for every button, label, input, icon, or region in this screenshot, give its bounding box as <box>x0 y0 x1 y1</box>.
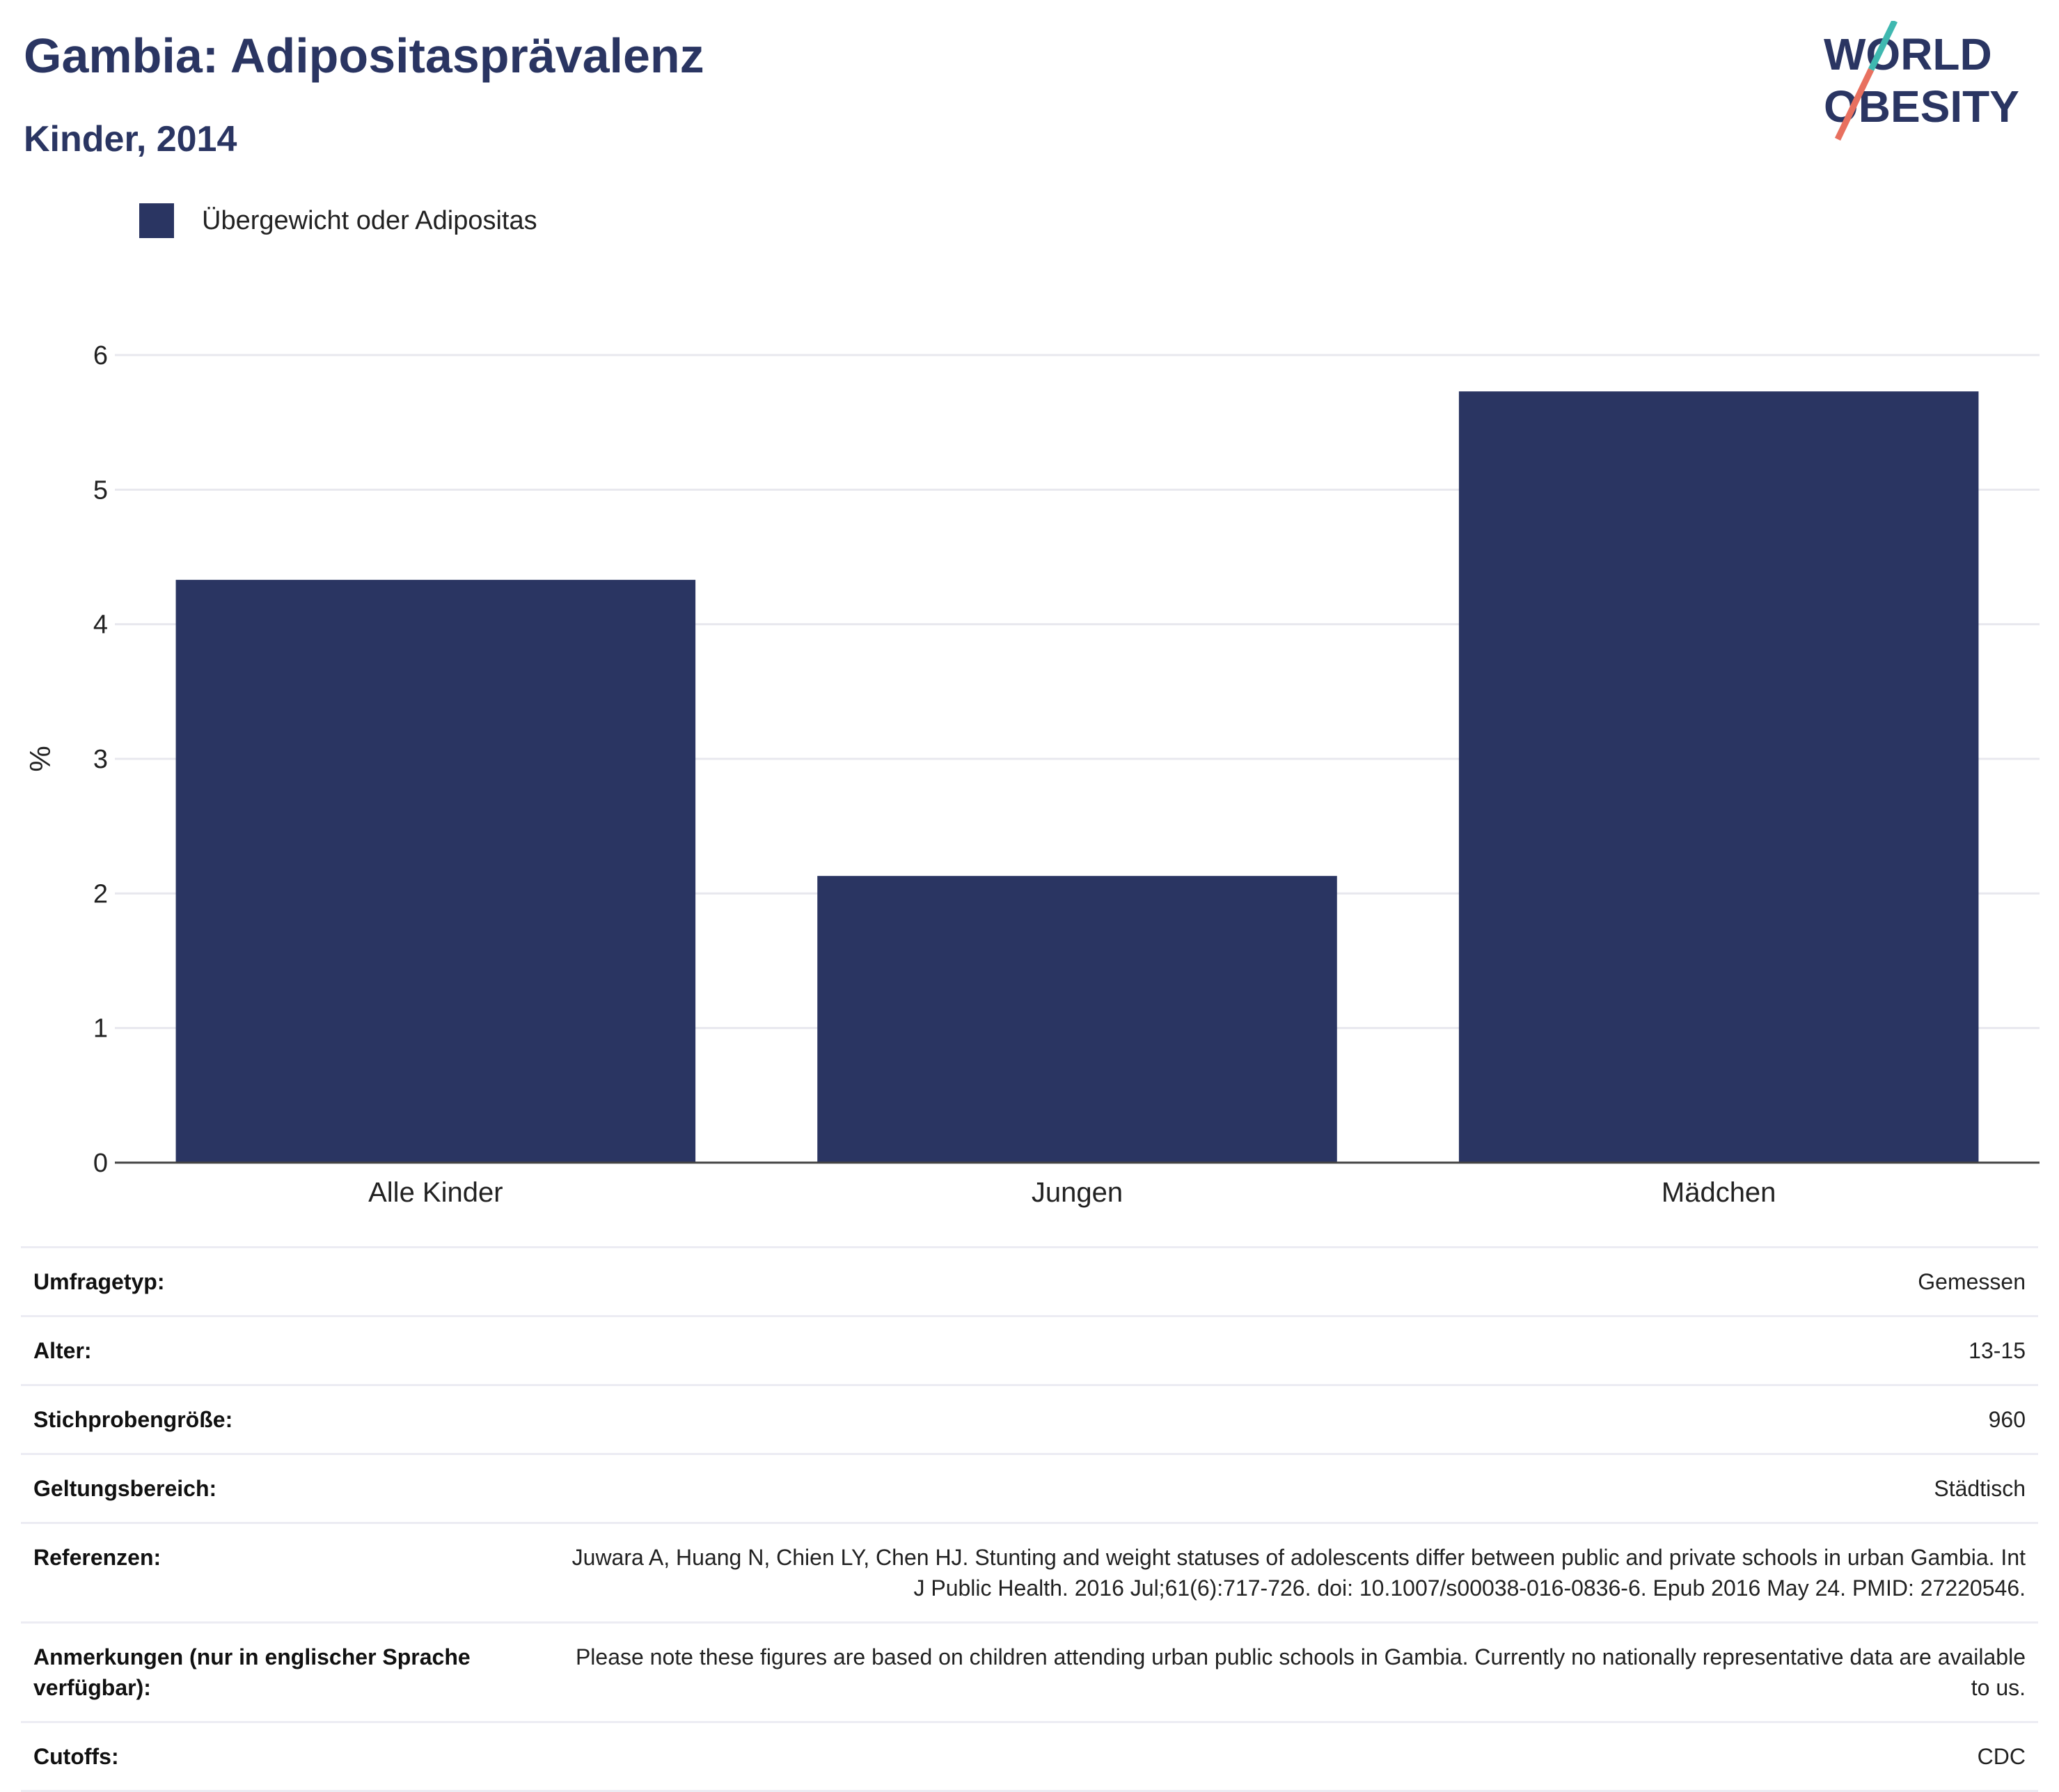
info-value: Please note these figures are based on c… <box>547 1621 2038 1722</box>
info-label: Anmerkungen (nur in englischer Sprache v… <box>21 1621 547 1722</box>
info-label: Umfragetyp: <box>21 1246 547 1317</box>
info-label: Referenzen: <box>21 1522 547 1623</box>
info-value: Gemessen <box>547 1246 2038 1317</box>
logo-slash-top <box>1868 21 1898 71</box>
chart-title: Gambia: Adipositasprävalenz <box>24 29 704 83</box>
info-table: Umfragetyp: Gemessen Alter: 13-15 Stichprobe… <box>21 1246 2038 1792</box>
info-value: Städtisch <box>547 1453 2038 1523</box>
legend-swatch <box>139 203 174 238</box>
y-tick-label: 3 <box>93 745 108 774</box>
x-tick-label: Jungen <box>1032 1177 1123 1208</box>
info-row: Stichprobengröße: 960 <box>21 1384 2038 1454</box>
info-label: Stichprobengröße: <box>21 1384 547 1454</box>
info-label: Alter: <box>21 1315 547 1385</box>
y-tick-label: 4 <box>93 611 108 640</box>
bar <box>1458 391 1979 1163</box>
info-row: Alter: 13-15 <box>21 1315 2038 1385</box>
chart-subtitle: Kinder, 2014 <box>24 119 237 159</box>
info-value: 13-15 <box>547 1315 2038 1385</box>
info-row: Cutoffs: CDC <box>21 1721 2038 1792</box>
bar <box>817 876 1337 1163</box>
x-tick-label: Alle Kinder <box>368 1177 503 1208</box>
legend-label: Übergewicht oder Adipositas <box>202 205 537 235</box>
y-tick-label: 6 <box>93 341 108 370</box>
info-label: Geltungsbereich: <box>21 1453 547 1523</box>
world-obesity-logo: WORLD OBESITY <box>1824 21 2019 141</box>
info-row: Referenzen: Juwara A, Huang N, Chien LY, … <box>21 1522 2038 1623</box>
info-row: Anmerkungen (nur in englischer Sprache v… <box>21 1621 2038 1722</box>
info-value: Juwara A, Huang N, Chien LY, Chen HJ. St… <box>547 1522 2038 1623</box>
bar-chart: 0 1 2 3 4 5 6% Alle Kinder Jungen Mädchen <box>24 341 2040 1208</box>
y-axis-title: % <box>24 746 56 771</box>
legend[interactable]: Übergewicht oder Adipositas <box>139 203 537 238</box>
x-tick-label: Mädchen <box>1662 1177 1776 1208</box>
bar <box>175 579 696 1163</box>
y-tick-label: 1 <box>93 1014 108 1044</box>
info-row: Umfragetyp: Gemessen <box>21 1246 2038 1317</box>
y-tick-label: 5 <box>93 475 108 505</box>
y-tick-label: 0 <box>93 1149 108 1178</box>
info-row: Geltungsbereich: Städtisch <box>21 1453 2038 1523</box>
logo-slash-bottom <box>1834 68 1875 141</box>
info-value: CDC <box>547 1721 2038 1792</box>
y-tick-label: 2 <box>93 879 108 909</box>
info-label: Cutoffs: <box>21 1721 547 1792</box>
info-value: 960 <box>547 1384 2038 1454</box>
logo-line1: WORLD <box>1824 29 1992 79</box>
